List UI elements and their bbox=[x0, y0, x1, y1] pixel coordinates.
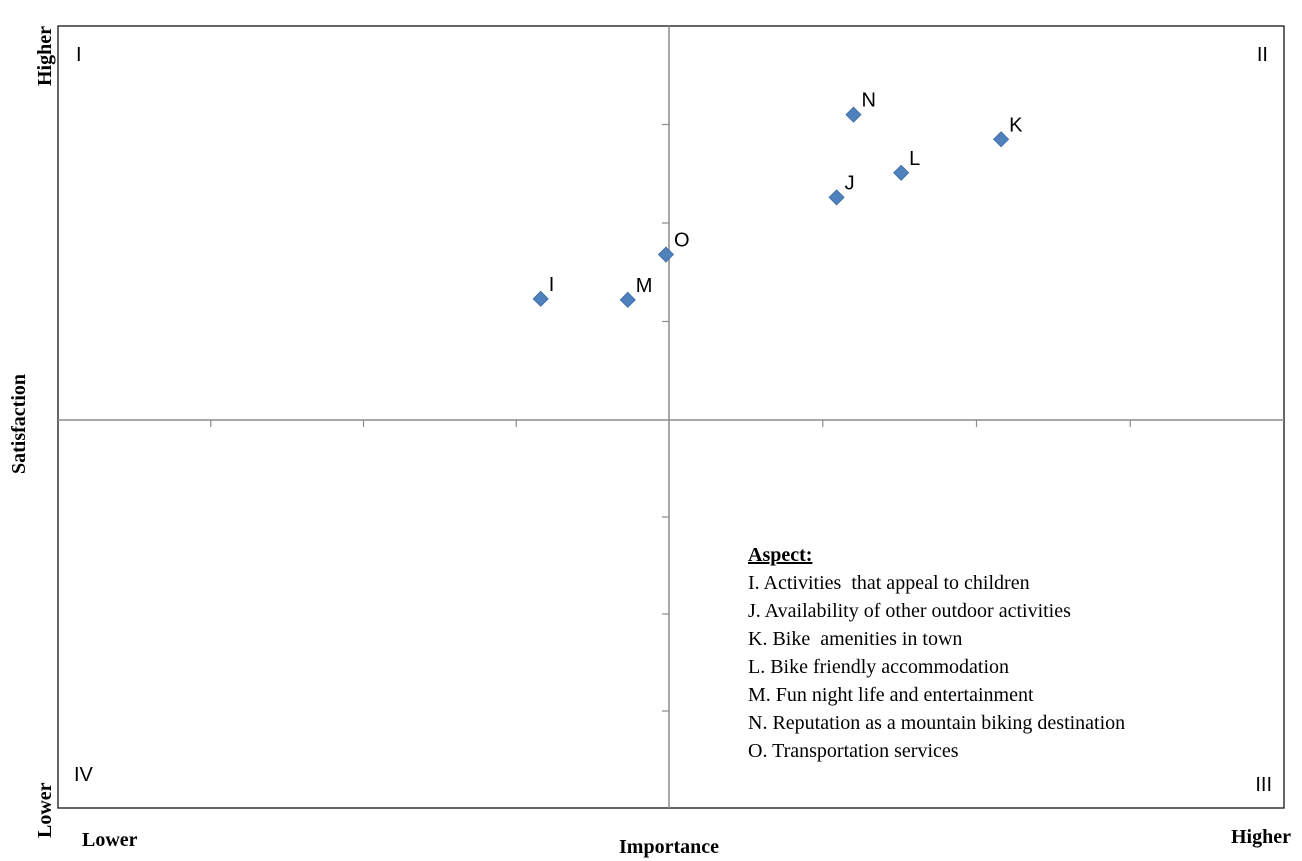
data-label-k: K bbox=[1009, 114, 1023, 136]
axis-ticks bbox=[210, 123, 1131, 712]
data-point-j bbox=[828, 189, 845, 206]
legend: Aspect: I. Activities that appeal to chi… bbox=[748, 544, 1125, 762]
quadrant-label-top-left: I bbox=[76, 44, 82, 66]
y-axis-title: Satisfaction bbox=[8, 374, 30, 474]
quadrant-label-bottom-left: IV bbox=[74, 764, 94, 786]
data-label-n: N bbox=[862, 90, 876, 112]
data-point-n bbox=[845, 106, 862, 123]
data-label-j: J bbox=[845, 172, 855, 194]
data-label-l: L bbox=[909, 148, 920, 170]
legend-item: K. Bike amenities in town bbox=[748, 628, 962, 650]
legend-item: L. Bike friendly accommodation bbox=[748, 656, 1009, 678]
legend-item: I. Activities that appeal to children bbox=[748, 572, 1030, 594]
x-axis-title: Importance bbox=[619, 836, 719, 858]
data-points: I J K L M N O bbox=[532, 90, 1023, 308]
quadrant-label-bottom-right: III bbox=[1255, 774, 1272, 796]
legend-item: O. Transportation services bbox=[748, 740, 959, 762]
x-axis-low-label: Lower bbox=[82, 829, 138, 851]
data-label-m: M bbox=[636, 275, 653, 297]
data-point-m bbox=[619, 291, 636, 308]
data-point-o bbox=[657, 246, 675, 263]
x-axis-high-label: Higher bbox=[1231, 826, 1291, 848]
axes bbox=[58, 26, 1284, 808]
data-point-l bbox=[893, 164, 910, 181]
data-point-k bbox=[993, 131, 1010, 148]
y-axis-high-label: Higher bbox=[34, 26, 56, 86]
y-axis-low-label: Lower bbox=[34, 782, 56, 838]
plot-area bbox=[57, 25, 1285, 809]
legend-item: J. Availability of other outdoor activit… bbox=[748, 600, 1071, 622]
legend-item: N. Reputation as a mountain biking desti… bbox=[748, 712, 1125, 734]
quadrant-label-top-right: II bbox=[1257, 44, 1268, 66]
legend-title: Aspect: bbox=[748, 544, 812, 566]
data-label-o: O bbox=[674, 230, 690, 252]
legend-item: M. Fun night life and entertainment bbox=[748, 684, 1034, 706]
data-label-i: I bbox=[549, 274, 555, 296]
data-point-i bbox=[532, 290, 549, 307]
